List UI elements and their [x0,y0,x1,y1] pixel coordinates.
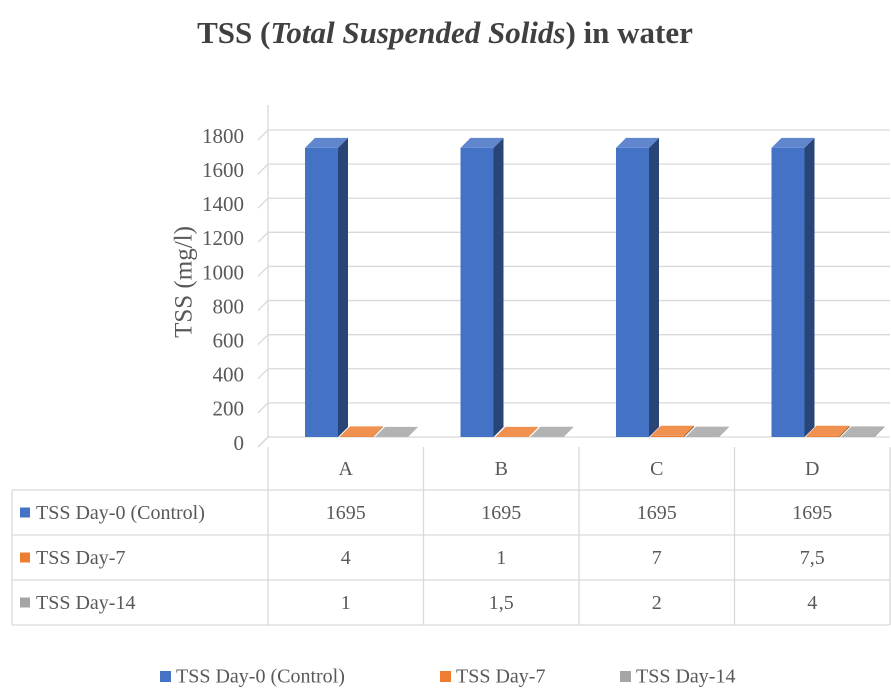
grid-line-wall [257,265,269,277]
bar-top [686,426,729,437]
bar-top [771,137,815,148]
bar-top [841,426,885,437]
bar-side [338,137,348,438]
bar-front [340,436,373,437]
bar-side [408,426,418,437]
title-part: Total Suspended Solids [270,15,565,50]
bar-top [305,137,348,148]
bar-front [305,147,338,438]
legend-key [160,671,171,682]
bar-side [528,426,539,437]
grid-line-wall [257,402,269,414]
table-value: 1695 [481,502,521,524]
bar-side [874,426,885,437]
y-tick-label: 600 [213,328,245,352]
bar [651,425,694,437]
grid-line-wall [257,129,269,141]
table-value: 1 [496,547,506,569]
bar [686,426,729,437]
bar [495,426,539,437]
grid-line-wall [257,334,269,346]
grid-line-wall [257,197,269,209]
table-value: 4 [341,547,351,569]
legend-label: TSS Day-0 (Control) [176,666,345,688]
y-tick-label: 1600 [202,158,244,182]
table-value: 1695 [326,502,366,524]
bar-front [616,147,649,438]
table-value: 1695 [792,502,832,524]
bar-front [806,435,840,437]
bar-top [375,426,418,437]
bar-top [340,426,383,437]
bar-top [651,425,694,436]
table-value: 1 [341,592,351,614]
legend-key [440,671,451,682]
bar-side [649,137,659,438]
x-tick-label: B [495,458,508,480]
x-tick-label: D [805,458,819,480]
bar [340,426,383,437]
title-part: TSS ( [197,15,270,50]
bar [771,137,815,438]
grid-line-wall [257,163,269,175]
bar-front [771,147,805,438]
y-tick-label: 1200 [202,226,244,250]
bar [841,426,885,437]
table-series-name: TSS Day-0 (Control) [36,502,205,524]
bar-side [719,426,729,437]
y-tick-label: 1000 [202,260,244,284]
table-value: 1,5 [489,592,514,614]
table-legend-key [20,552,30,563]
table-value: 4 [807,592,817,614]
legend-key [620,671,631,682]
grid-line-wall [257,368,269,380]
table-value: 7,5 [800,547,825,569]
bar [616,137,659,438]
table-series-name: TSS Day-14 [36,592,135,614]
bar-top [530,426,574,437]
table-series-name: TSS Day-7 [36,547,125,569]
bar [460,137,504,438]
bar-side [684,425,694,437]
y-tick-label: 1800 [202,124,244,148]
grid-line-wall [257,436,269,448]
bar [305,137,348,438]
bar-top [616,137,659,148]
bar-side [804,137,815,438]
bar [806,425,850,437]
table-value: 2 [652,592,662,614]
table-value: 7 [652,547,662,569]
y-tick-label: 800 [213,294,245,318]
bar-side [839,425,850,437]
y-tick-label: 400 [213,363,245,387]
bar-front [841,436,875,437]
bar-top [495,426,539,437]
legend-label: TSS Day-7 [456,666,545,688]
table-value: 1695 [637,502,677,524]
bar [530,426,574,437]
x-tick-label: A [339,458,354,480]
bar-side [373,426,383,437]
y-tick-label: 1400 [202,192,244,216]
grid-line-wall [257,231,269,243]
chart-title: TSS (Total Suspended Solids) in water [197,15,693,50]
y-tick-label: 200 [213,397,245,421]
legend-label: TSS Day-14 [636,666,735,688]
table-legend-key [20,597,30,608]
y-axis-label: TSS (mg/l) [171,226,198,338]
bar-top [806,425,850,436]
table-legend-key [20,507,30,518]
bar-side [493,137,504,438]
title-part: ) in water [565,15,693,50]
bar-side [563,426,574,437]
bar-front [651,435,684,437]
grid-line-wall [257,300,269,312]
bar-front [460,147,494,438]
bar-top [460,137,504,148]
y-tick-label: 0 [234,431,245,455]
bar [375,426,418,437]
x-tick-label: C [650,458,663,480]
